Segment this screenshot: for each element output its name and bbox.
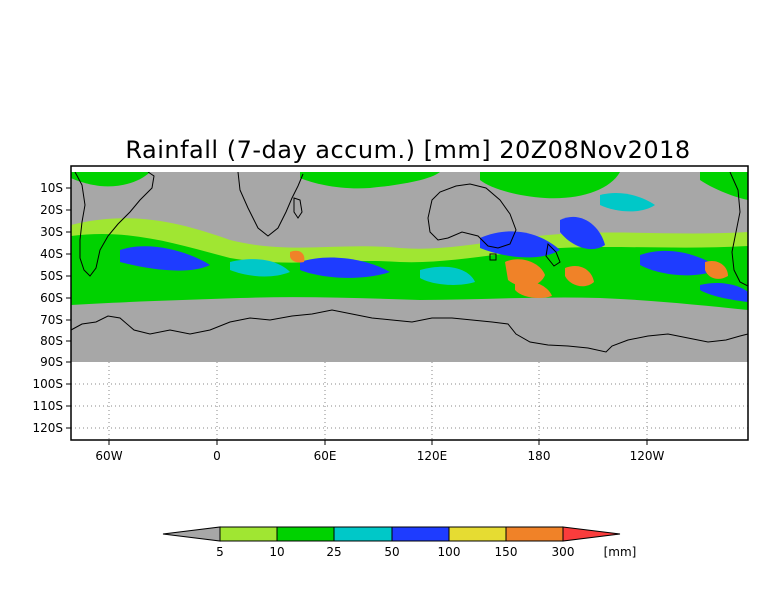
lat-label-10s: 10S (40, 181, 63, 195)
lat-label-120s: 120S (32, 421, 63, 435)
colorbar-segment (276, 526, 335, 542)
colorbar-label: 100 (438, 545, 461, 559)
coastline-madagascar (293, 197, 303, 219)
colorbar-unit: [mm] (604, 545, 637, 559)
rain-core-blue-1 (120, 246, 210, 271)
lat-label-60s: 60S (40, 291, 63, 305)
lat-label-110s: 110S (32, 399, 63, 413)
rain-core-orange-2 (515, 280, 552, 298)
colorbar-label: 25 (326, 545, 341, 559)
lon-label-60w: 60W (95, 449, 122, 463)
coastline-africa (237, 172, 304, 237)
rain-core-orange-4 (705, 260, 728, 279)
lat-label-40s: 40S (40, 247, 63, 261)
latitude-axis: 10S 20S 30S 40S 50S 60S 70S 80S 90S 100S… (32, 181, 71, 435)
rain-core-blue-6 (700, 282, 748, 302)
longitude-axis: 60W 0 60E 120E 180 120W (95, 440, 665, 463)
lon-label-180: 180 (528, 449, 551, 463)
lat-label-20s: 20S (40, 203, 63, 217)
coastline-antarctica (71, 309, 748, 353)
lat-label-50s: 50S (40, 269, 63, 283)
colorbar-segment (448, 526, 507, 542)
coastline-patagonia (729, 172, 748, 287)
coastline-south-america (74, 172, 155, 277)
rain-core-orange-7 (290, 250, 305, 263)
rain-tropics-2 (480, 172, 620, 199)
plot-frame (70, 165, 749, 441)
rain-core-blue-2 (300, 257, 390, 278)
colorbar-segment (505, 526, 564, 542)
lat-label-100s: 100S (32, 377, 63, 391)
rain-core-blue-4 (560, 216, 605, 250)
coastline-new-zealand (545, 242, 561, 267)
colorbar-label: 300 (552, 545, 575, 559)
map-title: Rainfall (7-day accum.) [mm] 20Z08Nov201… (125, 136, 691, 164)
lon-label-0: 0 (213, 449, 221, 463)
colorbar-segment (219, 526, 278, 542)
rain-tropics-5 (700, 172, 748, 200)
rainfall-field (71, 172, 748, 310)
rain-core-cyan-2 (420, 266, 475, 285)
rain-core-blue-5 (640, 250, 720, 276)
rain-core-orange-1 (505, 259, 545, 287)
rain-tropics-3 (71, 172, 150, 187)
rain-core-blue-3 (480, 231, 560, 258)
rain-tropics-4 (600, 193, 655, 212)
lon-label-60e: 60E (314, 449, 337, 463)
colorbar-segment (333, 526, 393, 542)
gridlines (71, 362, 748, 440)
colorbar-label: 150 (495, 545, 518, 559)
rain-core-cyan-1 (230, 259, 290, 277)
rain-core-orange-3 (565, 265, 594, 287)
lat-label-70s: 70S (40, 313, 63, 327)
coastlines (71, 172, 748, 353)
colorbar: 5 10 25 50 100 150 300 [mm] (162, 526, 637, 559)
colorbar-high-triangle (562, 526, 621, 542)
coastline-tasmania (489, 253, 497, 261)
colorbar-label: 50 (384, 545, 399, 559)
colorbar-low-triangle (162, 526, 221, 542)
colorbar-label: 5 (216, 545, 224, 559)
lat-label-30s: 30S (40, 225, 63, 239)
plot-area (70, 165, 749, 441)
colorbar-label: 10 (269, 545, 284, 559)
rain-belt-lightgreen-north (71, 218, 748, 263)
lon-label-120e: 120E (417, 449, 448, 463)
lon-label-120w: 120W (630, 449, 665, 463)
coastline-australia (427, 183, 517, 249)
lat-label-80s: 80S (40, 334, 63, 348)
rain-tropics-1 (300, 172, 440, 189)
colorbar-segment (391, 526, 450, 542)
lat-label-90s: 90S (40, 355, 63, 369)
